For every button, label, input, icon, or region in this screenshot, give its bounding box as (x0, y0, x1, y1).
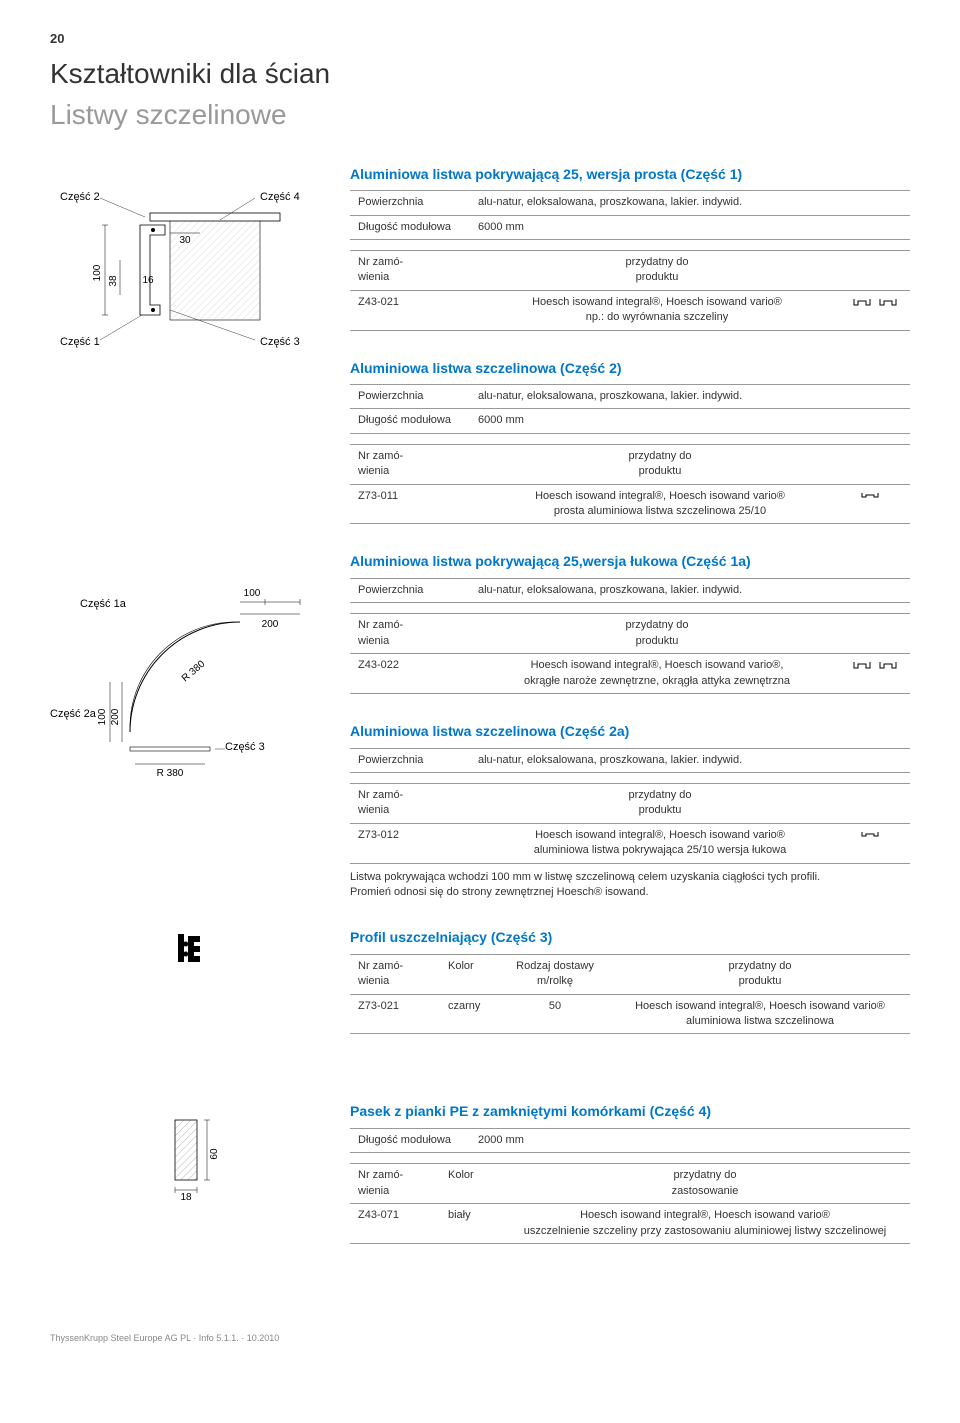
d1-dim16: 16 (142, 275, 154, 286)
sec4-text: Hoesch isowand integral®, Hoesch isowand… (470, 823, 850, 863)
sec1-code: Z43-021 (350, 290, 470, 330)
sec2-surface-val: alu-natur, eloksalowana, proszkowana, la… (470, 385, 910, 409)
sec4-profile-icon (850, 823, 910, 863)
sec4-col-nr: Nr zamó- wienia (350, 783, 470, 823)
sec3-surface-lbl: Powierzchnia (350, 579, 470, 603)
d2-part1a: Część 1a (80, 598, 127, 610)
d2-dim100a: 100 (244, 588, 261, 599)
sec4-surface-val: alu-natur, eloksalowana, proszkowana, la… (470, 748, 910, 772)
sec3-col-nr: Nr zamó- wienia (350, 614, 470, 654)
d2-part2a: Część 2a (50, 708, 97, 720)
sec3-meta: Powierzchniaalu-natur, eloksalowana, pro… (350, 578, 910, 603)
page-title-1: Kształtowniki dla ścian (50, 54, 910, 93)
sec3-profile-icon (844, 654, 910, 694)
sec5-heading: Profil uszczelniający (Część 3) (350, 928, 910, 948)
sec1-profile-icon (844, 290, 910, 330)
sec3-order: Nr zamó- wienia przydatny do produktu Z4… (350, 613, 910, 694)
d1-part4: Część 4 (260, 191, 300, 203)
sec2-order: Nr zamó- wienia przydatny do produktu Z7… (350, 444, 910, 525)
sec1-len-lbl: Długość modułowa (350, 215, 470, 239)
d2-dim100b: 100 (97, 709, 108, 726)
sec1-len-val: 6000 mm (470, 215, 910, 239)
d1-part2: Część 2 (60, 191, 100, 203)
sec6-heading: Pasek z pianki PE z zamkniętymi komórkam… (350, 1102, 910, 1122)
page-footer: ThyssenKrupp Steel Europe AG PL · Info 5… (50, 1332, 910, 1345)
sec6-meta: Długość modułowa2000 mm (350, 1128, 910, 1153)
sec3-code: Z43-022 (350, 654, 470, 694)
sec1-order: Nr zamó- wienia przydatny do produktu Z4… (350, 250, 910, 331)
sec4-order: Nr zamó- wienia przydatny do produktu Z7… (350, 783, 910, 864)
sec3-surface-val: alu-natur, eloksalowana, proszkowana, la… (470, 579, 910, 603)
sec1-col-use: przydatny do produktu (470, 250, 844, 290)
sec6-len-val: 2000 mm (470, 1129, 910, 1153)
d2-dim200b: 200 (110, 709, 121, 726)
d2-r380a: R 380 (180, 659, 208, 685)
sec5-code: Z73-021 (350, 994, 440, 1034)
sec1-surface-val: alu-natur, eloksalowana, proszkowana, la… (470, 191, 910, 215)
sec5-col-use: przydatny do produktu (610, 954, 910, 994)
page-title-2: Listwy szczelinowe (50, 95, 910, 134)
sec4-col-use: przydatny do produktu (470, 783, 850, 823)
sec4-note: Listwa pokrywająca wchodzi 100 mm w list… (350, 870, 910, 901)
sec5-text: Hoesch isowand integral®, Hoesch isowand… (610, 994, 910, 1034)
sec1-text: Hoesch isowand integral®, Hoesch isowand… (470, 290, 844, 330)
sec5-col-delivery: Rodzaj dostawy m/rolkę (500, 954, 610, 994)
sec6-col-nr: Nr zamó- wienia (350, 1164, 440, 1204)
gasket-profile-icon (170, 928, 210, 968)
d1-dim38: 38 (108, 275, 119, 287)
sec6-order: Nr zamó- wienia Kolor przydatny do zasto… (350, 1163, 910, 1244)
d2-r380b: R 380 (157, 768, 184, 779)
d3-dim60: 60 (209, 1148, 220, 1160)
sec2-profile-icon (850, 484, 910, 524)
d1-dim30: 30 (179, 235, 191, 246)
sec5-col-color: Kolor (440, 954, 500, 994)
sec1-col-nr: Nr zamó- wienia (350, 250, 470, 290)
sec4-surface-lbl: Powierzchnia (350, 748, 470, 772)
sec5-col-nr: Nr zamó- wienia (350, 954, 440, 994)
sec2-surface-lbl: Powierzchnia (350, 385, 470, 409)
sec5-color: czarny (440, 994, 500, 1034)
sec6-color: biały (440, 1204, 500, 1244)
sec2-col-use: przydatny do produktu (470, 444, 850, 484)
sec3-text: Hoesch isowand integral®, Hoesch isowand… (470, 654, 844, 694)
diagram-2: Część 1a Część 2a Część 3 100 200 R 380 … (50, 552, 310, 782)
sec1-meta: Powierzchniaalu-natur, eloksalowana, pro… (350, 190, 910, 240)
sec4-heading: Aluminiowa listwa szczelinowa (Część 2a) (350, 722, 910, 742)
sec3-heading: Aluminiowa listwa pokrywającą 25,wersja … (350, 552, 910, 572)
d2-dim200a: 200 (262, 619, 279, 630)
sec2-col-nr: Nr zamó- wienia (350, 444, 470, 484)
sec5-delivery: 50 (500, 994, 610, 1034)
sec2-meta: Powierzchniaalu-natur, eloksalowana, pro… (350, 384, 910, 434)
d1-dim100: 100 (92, 264, 103, 281)
d3-dim18: 18 (180, 1192, 192, 1202)
sec2-code: Z73-011 (350, 484, 470, 524)
sec2-heading: Aluminiowa listwa szczelinowa (Część 2) (350, 359, 910, 379)
sec2-len-lbl: Długość modułowa (350, 409, 470, 433)
sec6-text: Hoesch isowand integral®, Hoesch isowand… (500, 1204, 910, 1244)
d1-part3: Część 3 (260, 336, 300, 348)
sec2-len-val: 6000 mm (470, 409, 910, 433)
sec1-heading: Aluminiowa listwa pokrywającą 25, wersja… (350, 165, 910, 185)
d2-part3: Część 3 (225, 741, 265, 753)
sec1-surface-lbl: Powierzchnia (350, 191, 470, 215)
sec6-len-lbl: Długość modułowa (350, 1129, 470, 1153)
sec6-code: Z43-071 (350, 1204, 440, 1244)
sec3-col-use: przydatny do produktu (470, 614, 844, 654)
sec6-col-color: Kolor (440, 1164, 500, 1204)
diagram-3: 60 18 (145, 1102, 235, 1202)
sec4-meta: Powierzchniaalu-natur, eloksalowana, pro… (350, 748, 910, 773)
sec6-col-use: przydatny do zastosowanie (500, 1164, 910, 1204)
sec2-text: Hoesch isowand integral®, Hoesch isowand… (470, 484, 850, 524)
sec5-order: Nr zamó- wienia Kolor Rodzaj dostawy m/r… (350, 954, 910, 1035)
diagram-1: Część 2 Część 4 Część 1 Część 3 (50, 165, 310, 375)
sec4-code: Z73-012 (350, 823, 470, 863)
page-number: 20 (50, 30, 910, 48)
d1-part1: Część 1 (60, 336, 100, 348)
